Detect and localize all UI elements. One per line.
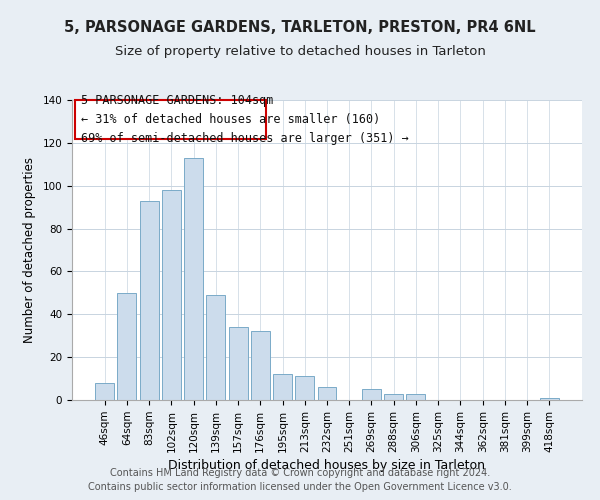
Bar (273, 374, 292, 400)
Bar (140, 200, 158, 400)
Text: Size of property relative to detached houses in Tarleton: Size of property relative to detached ho… (115, 45, 485, 58)
Bar (162, 190, 181, 400)
Bar (317, 387, 337, 400)
X-axis label: Distribution of detached houses by size in Tarleton: Distribution of detached houses by size … (169, 459, 485, 472)
Text: 5 PARSONAGE GARDENS: 104sqm
← 31% of detached houses are smaller (160)
69% of se: 5 PARSONAGE GARDENS: 104sqm ← 31% of det… (81, 94, 409, 145)
Bar (362, 390, 381, 400)
Bar (95, 383, 114, 400)
Bar (118, 293, 136, 400)
Text: 5, PARSONAGE GARDENS, TARLETON, PRESTON, PR4 6NL: 5, PARSONAGE GARDENS, TARLETON, PRESTON,… (64, 20, 536, 35)
Bar (206, 295, 225, 400)
Bar (406, 394, 425, 400)
Y-axis label: Number of detached properties: Number of detached properties (23, 157, 35, 343)
Text: Contains public sector information licensed under the Open Government Licence v3: Contains public sector information licen… (88, 482, 512, 492)
Bar (384, 394, 403, 400)
Bar (229, 327, 248, 400)
Bar (540, 398, 559, 400)
Bar (295, 376, 314, 400)
Bar (251, 332, 270, 400)
Text: Contains HM Land Registry data © Crown copyright and database right 2024.: Contains HM Land Registry data © Crown c… (110, 468, 490, 477)
Bar (184, 158, 203, 400)
